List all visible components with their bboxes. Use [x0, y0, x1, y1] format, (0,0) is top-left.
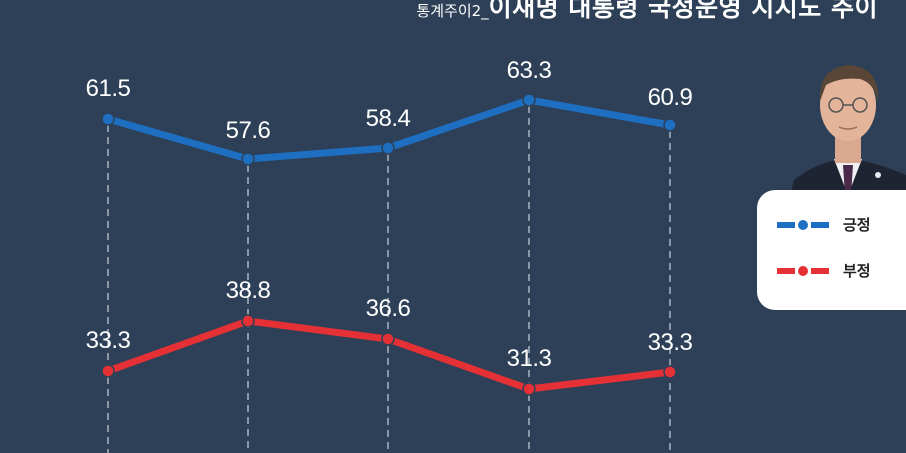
- data-label: 63.3: [507, 57, 552, 84]
- data-point: [101, 364, 115, 378]
- data-point: [663, 365, 677, 379]
- data-label: 36.6: [366, 295, 411, 322]
- data-label: 61.5: [86, 75, 131, 102]
- data-label: 60.9: [648, 84, 693, 111]
- legend-label: 부정: [843, 262, 871, 280]
- data-label: 57.6: [226, 117, 271, 144]
- chart-legend: 긍정 부정: [757, 190, 906, 310]
- data-point: [381, 141, 395, 155]
- legend-item-positive: 긍정: [777, 214, 871, 235]
- data-label: 58.4: [366, 105, 411, 132]
- data-point: [241, 152, 255, 166]
- legend-line-marker-icon: [777, 265, 829, 276]
- series-positive: 61.5 57.6 58.4 63.3 60.9: [86, 57, 693, 166]
- gridlines: [107, 106, 671, 453]
- legend-line-marker-icon: [777, 219, 829, 230]
- chart-title: 통계주이2_이재명 대통령 국정운영 지지도 추이: [416, 0, 878, 24]
- data-point: [522, 93, 536, 107]
- data-label: 33.3: [648, 329, 693, 356]
- title-prefix: 통계주이2_: [416, 2, 489, 20]
- data-point: [241, 314, 255, 328]
- data-label: 31.3: [507, 345, 552, 372]
- data-point: [381, 332, 395, 346]
- legend-label: 긍정: [843, 216, 871, 234]
- series-negative: 33.3 38.8 36.6 31.3 33.3: [86, 277, 693, 396]
- data-point: [522, 382, 536, 396]
- data-point: [663, 118, 677, 132]
- legend-item-negative: 부정: [777, 260, 871, 281]
- president-portrait: [790, 65, 906, 195]
- data-label: 33.3: [86, 327, 131, 354]
- data-point: [101, 112, 115, 126]
- data-label: 38.8: [226, 277, 271, 304]
- title-main: 이재명 대통령 국정운영 지지도 추이: [488, 0, 878, 22]
